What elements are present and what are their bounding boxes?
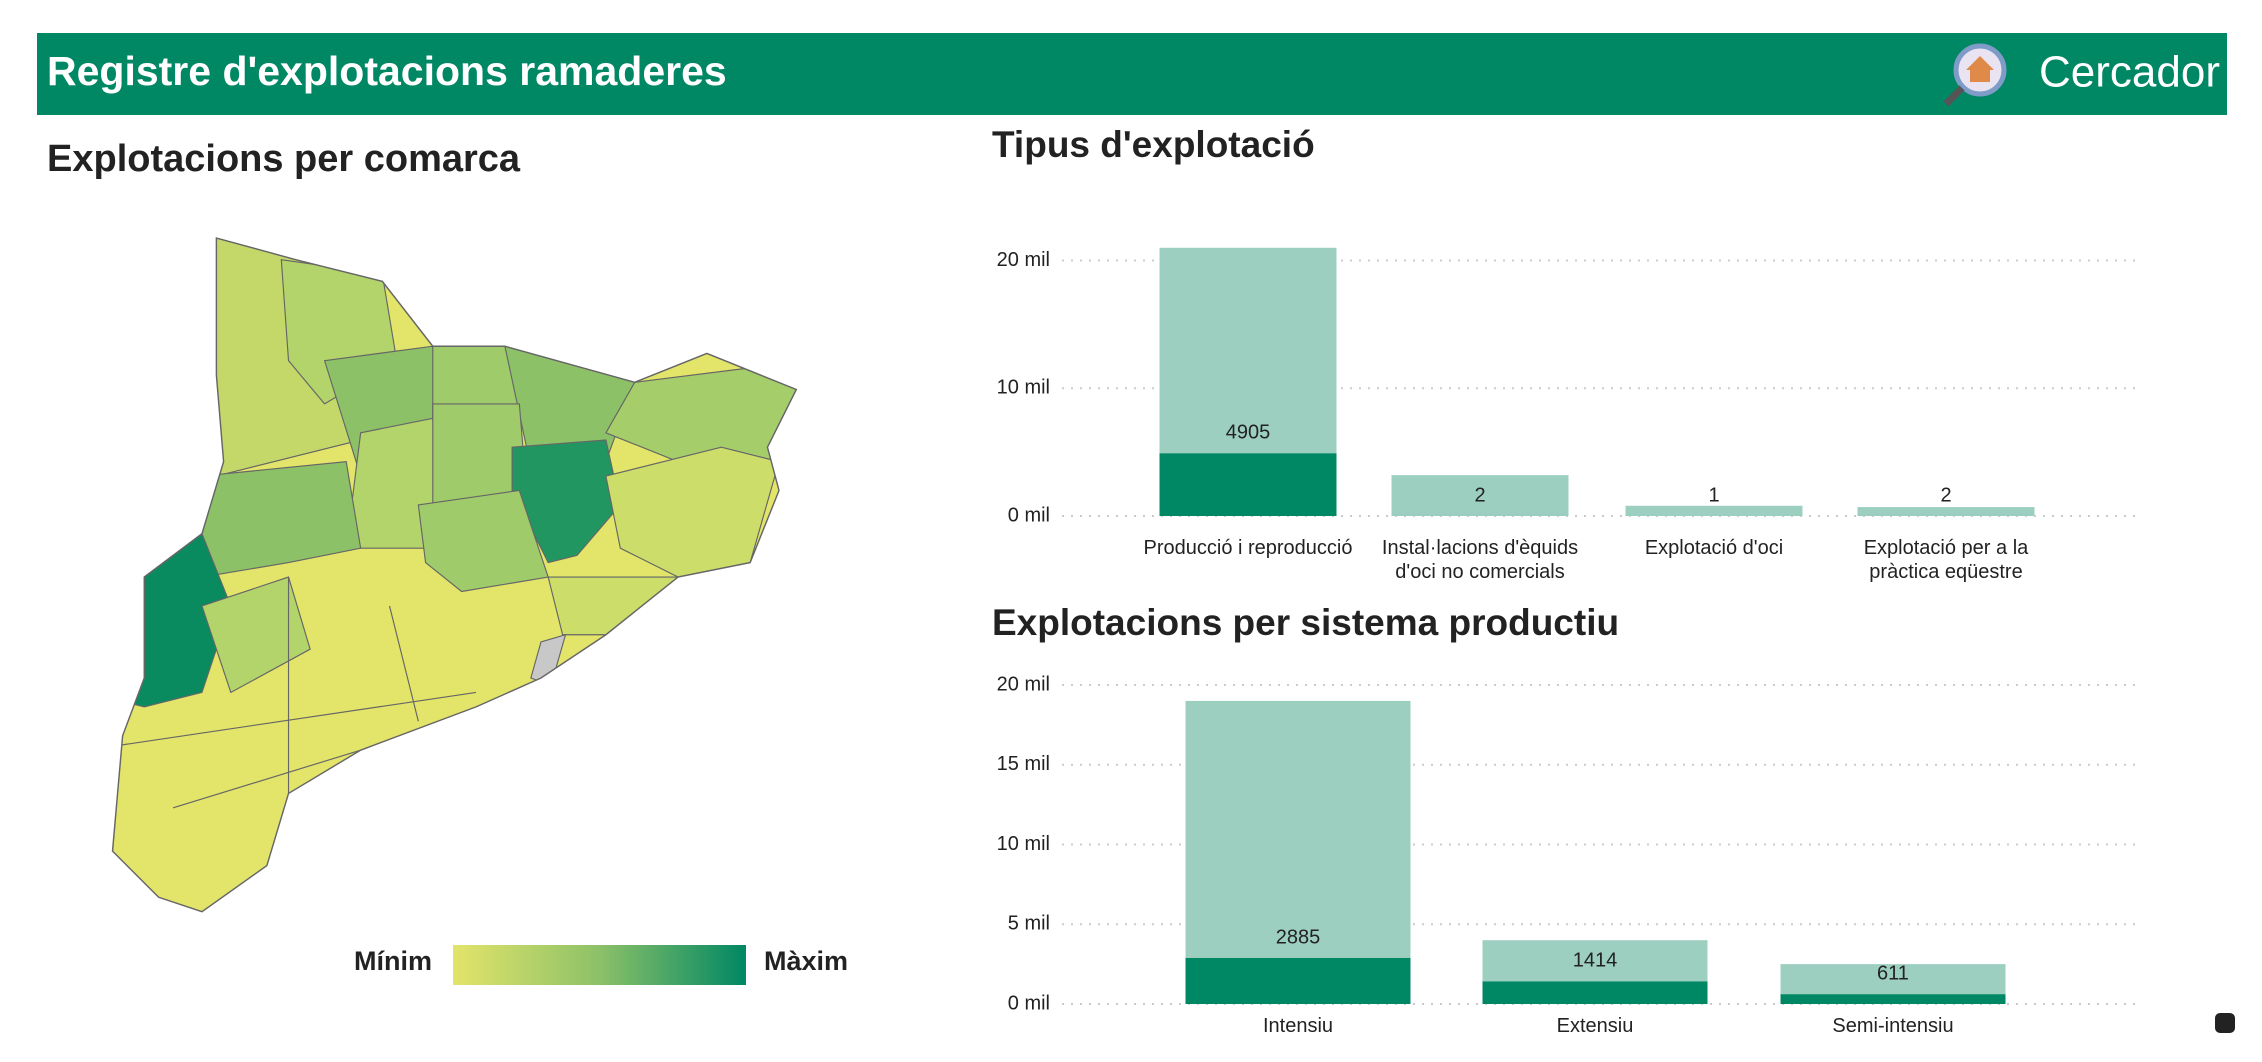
- magnifier-handle[interactable]: [1943, 85, 1965, 107]
- y-tick-label: 10 mil: [997, 377, 1050, 399]
- x-tick-label: Instal·lacions d'èquids d'oci no comerci…: [1381, 537, 1579, 583]
- legend-gradient: [453, 945, 746, 985]
- bar: [1780, 994, 2006, 1004]
- map-outline: [111, 237, 798, 913]
- map: [111, 237, 798, 913]
- legend-max: Màxim: [764, 946, 848, 976]
- header-bar: [37, 33, 2227, 115]
- search-button[interactable]: Cercador: [2039, 48, 2220, 97]
- y-tick-label: 20 mil: [997, 249, 1050, 271]
- y-tick-label: 5 mil: [1008, 913, 1050, 935]
- y-tick-label: 15 mil: [997, 753, 1050, 775]
- bar: [1185, 957, 1411, 1004]
- y-tick-label: 10 mil: [997, 833, 1050, 855]
- legend-min: Mínim: [354, 946, 432, 976]
- x-tick-label: Semi-intensiu: [1832, 1015, 1954, 1037]
- scroll-handle[interactable]: [2215, 1013, 2235, 1033]
- chart-title: Explotacions per sistema productiu: [992, 602, 1619, 643]
- border: [112, 691, 477, 751]
- data-label: 2885: [1276, 926, 1321, 948]
- y-tick-label: 0 mil: [1008, 504, 1050, 526]
- y-tick-label: 0 mil: [1008, 992, 1050, 1014]
- region: [511, 439, 621, 564]
- bar: [1159, 453, 1337, 516]
- bar: [1391, 475, 1569, 516]
- data-label: 4905: [1226, 422, 1271, 444]
- header-title: Registre d'explotacions ramaderes: [47, 48, 727, 94]
- bar: [1185, 700, 1411, 1004]
- region: [417, 489, 549, 593]
- house[interactable]: [1966, 56, 1994, 82]
- data-label: 1414: [1573, 950, 1618, 972]
- region: [201, 576, 311, 694]
- x-tick-label: Producció i reproducció: [1143, 537, 1353, 559]
- bar: [1857, 507, 2035, 516]
- data-label: 2: [1940, 484, 1951, 506]
- border: [388, 605, 419, 722]
- x-tick-label: Explotació per a la pràctica eqüestre: [1863, 537, 2029, 583]
- x-tick-label: Explotació d'oci: [1644, 537, 1784, 559]
- data-label: 1: [1708, 484, 1719, 506]
- bar: [1482, 981, 1708, 1004]
- search-icon[interactable]: [1943, 43, 2007, 107]
- map-title: Explotacions per comarca: [47, 138, 521, 180]
- y-tick-label: 20 mil: [997, 673, 1050, 695]
- x-tick-label: Extensiu: [1556, 1015, 1634, 1037]
- data-label: 611: [1877, 963, 1909, 985]
- data-label: 2: [1474, 484, 1485, 506]
- bar: [1625, 505, 1803, 516]
- x-tick-label: Intensiu: [1262, 1015, 1334, 1037]
- border: [172, 749, 361, 809]
- chart-title: Tipus d'explotació: [992, 124, 1315, 165]
- region: [547, 576, 680, 636]
